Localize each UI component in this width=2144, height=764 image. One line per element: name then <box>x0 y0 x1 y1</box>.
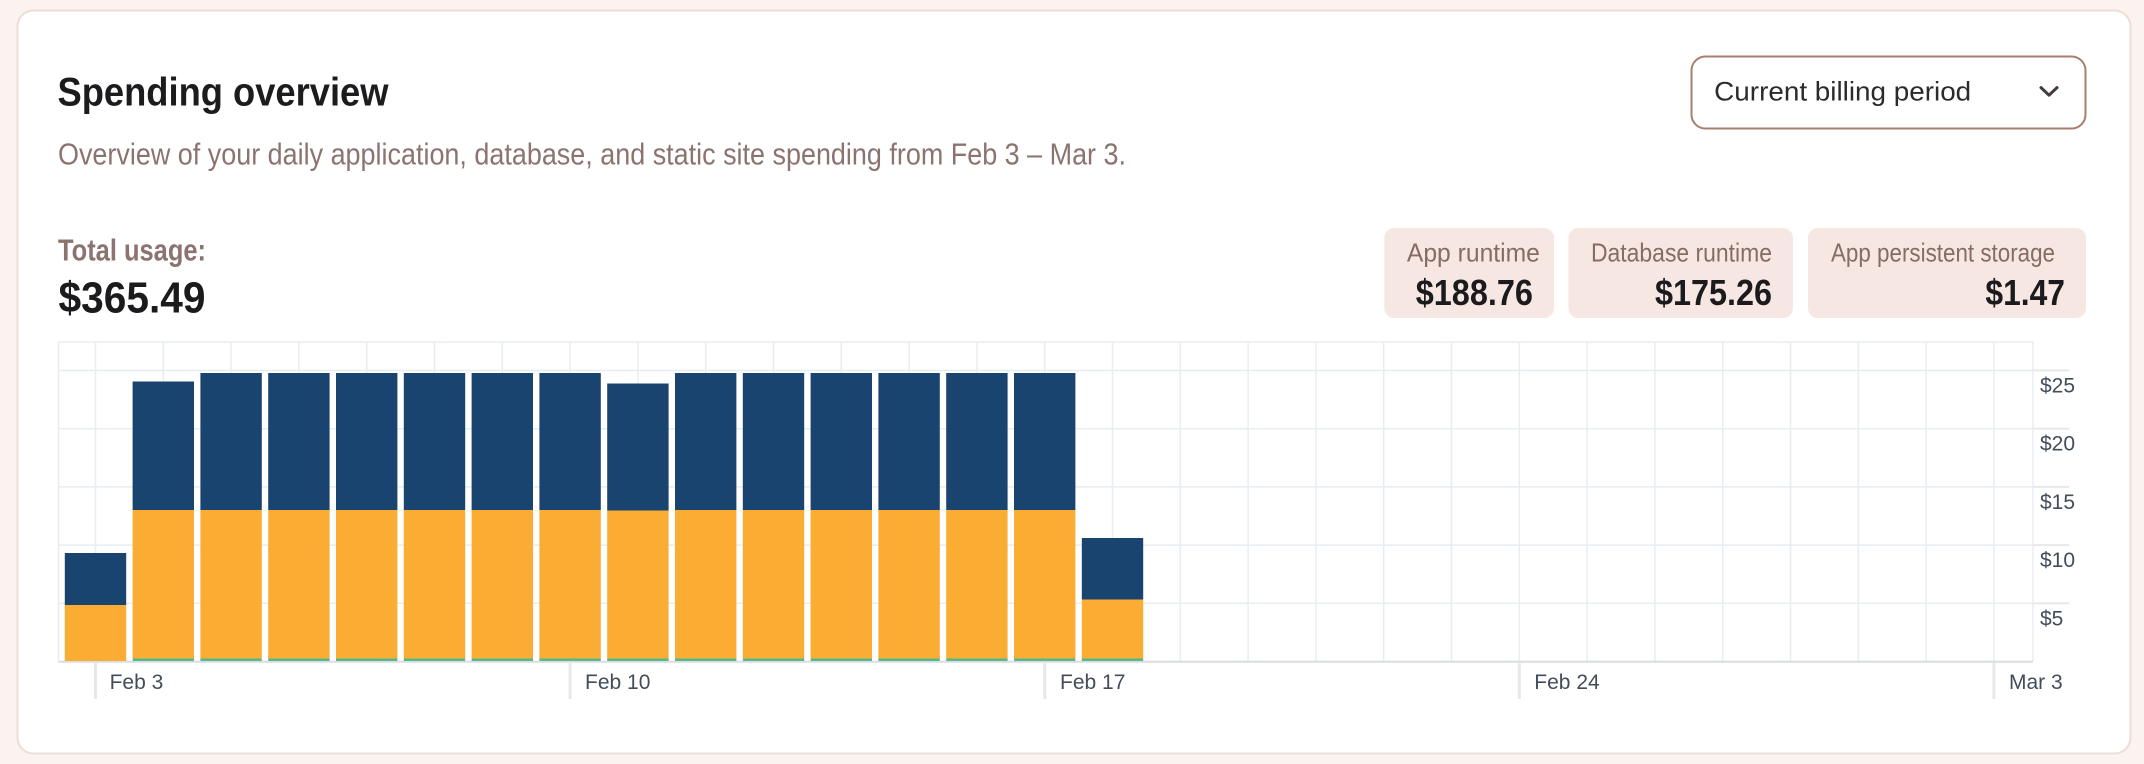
svg-text:App runtime: App runtime <box>1407 237 1540 267</box>
svg-text:$175.26: $175.26 <box>1655 272 1772 313</box>
svg-text:Overview of your daily applica: Overview of your daily application, data… <box>58 137 1126 172</box>
svg-text:$365.49: $365.49 <box>59 273 206 322</box>
svg-text:$188.76: $188.76 <box>1416 272 1533 313</box>
svg-text:Total usage:: Total usage: <box>58 233 206 268</box>
svg-text:Feb 17: Feb 17 <box>1060 671 1125 694</box>
svg-text:Spending overview: Spending overview <box>58 71 390 115</box>
svg-text:Database runtime: Database runtime <box>1591 237 1772 267</box>
svg-text:Feb 24: Feb 24 <box>1534 671 1600 694</box>
svg-text:Feb 10: Feb 10 <box>585 671 650 694</box>
svg-text:$1.47: $1.47 <box>1985 272 2065 313</box>
svg-text:App persistent storage: App persistent storage <box>1831 237 2055 267</box>
svg-text:$20: $20 <box>2040 433 2075 456</box>
svg-text:$15: $15 <box>2040 491 2075 514</box>
svg-text:Feb 3: Feb 3 <box>110 671 164 694</box>
svg-text:Current billing period: Current billing period <box>1714 76 1971 106</box>
svg-text:$25: $25 <box>2040 375 2075 398</box>
svg-text:$10: $10 <box>2040 549 2075 572</box>
svg-text:Mar 3: Mar 3 <box>2009 671 2063 694</box>
svg-text:$5: $5 <box>2040 607 2063 630</box>
